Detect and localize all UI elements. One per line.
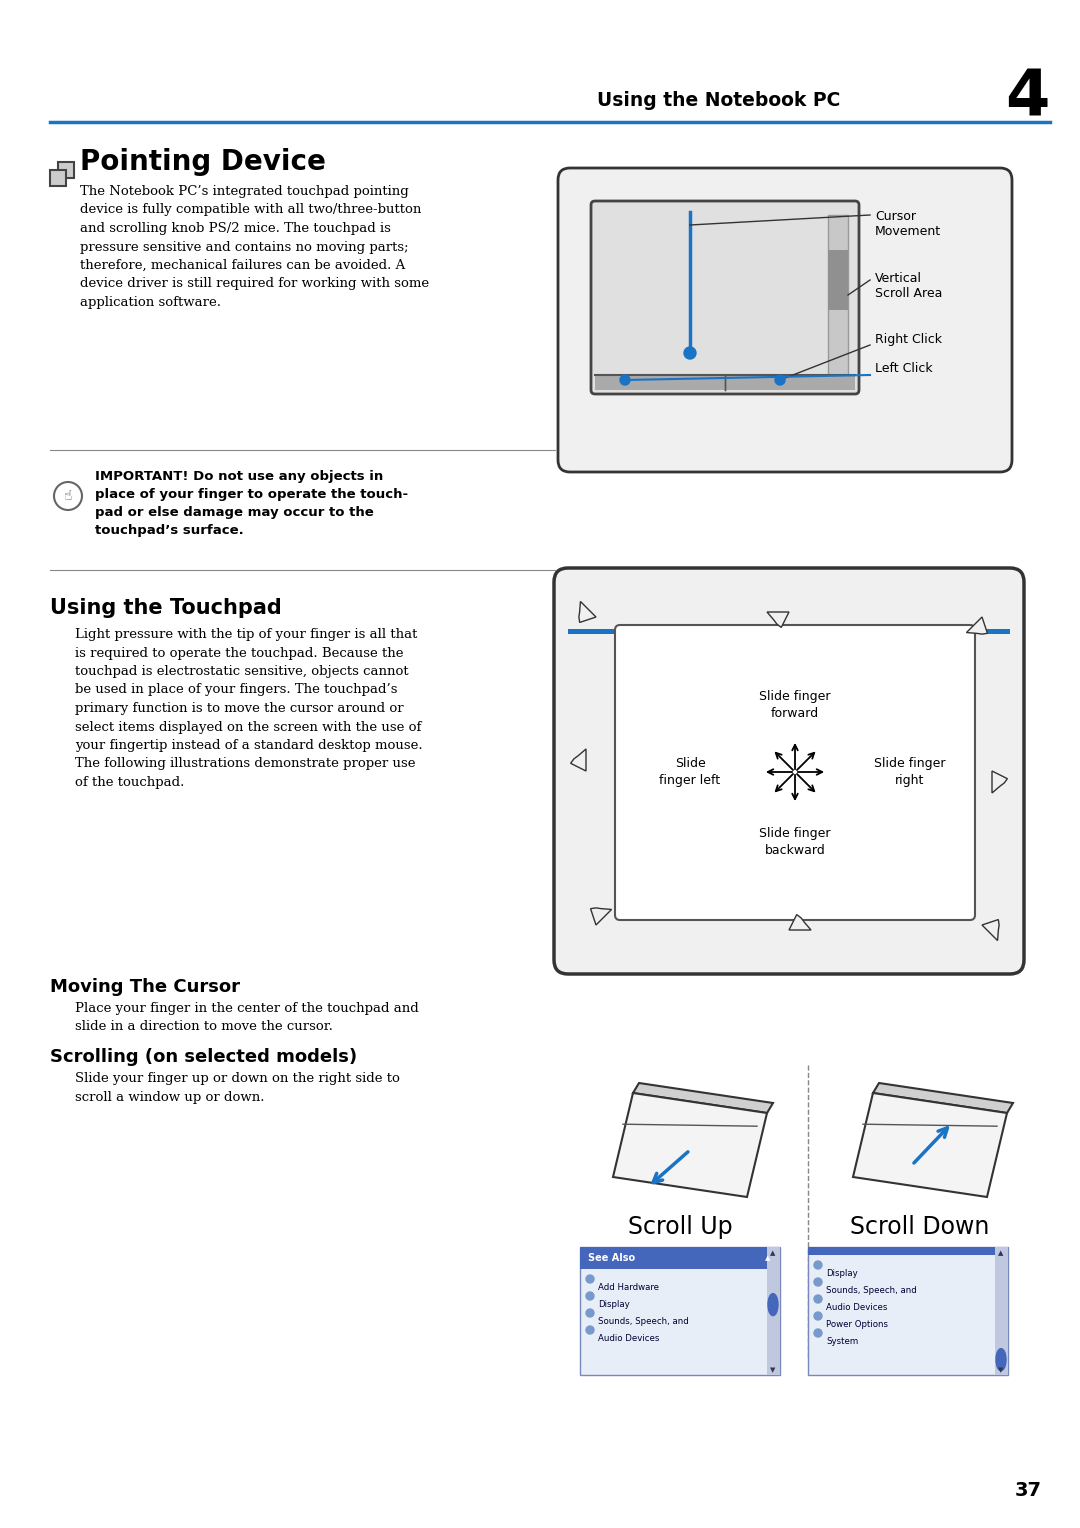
Bar [828,251,848,310]
Bar [568,630,1010,634]
Text: Light pressure with the tip of your finger is all that
is required to operate th: Light pressure with the tip of your fing… [75,628,422,788]
Text: ▼: ▼ [770,1368,775,1374]
Circle shape [814,1261,822,1268]
Text: ▲: ▲ [998,1250,1003,1256]
Text: Cursor
Movement: Cursor Movement [875,209,941,238]
FancyBboxPatch shape [615,625,975,920]
Text: Vertical
Scroll Area: Vertical Scroll Area [875,272,943,299]
Polygon shape [633,1083,773,1112]
Bar [580,1247,780,1268]
Polygon shape [613,1093,767,1196]
Circle shape [814,1313,822,1320]
Text: IMPORTANT! Do not use any objects in
place of your finger to operate the touch-
: IMPORTANT! Do not use any objects in pla… [95,471,408,536]
Text: 37: 37 [1015,1481,1042,1499]
Text: Audio Devices: Audio Devices [826,1303,888,1313]
Circle shape [586,1274,594,1284]
Polygon shape [982,920,999,941]
Text: Slide finger
forward: Slide finger forward [759,691,831,720]
Text: Moving The Cursor: Moving The Cursor [50,978,240,996]
Text: The Notebook PC’s integrated touchpad pointing
device is fully compatible with a: The Notebook PC’s integrated touchpad po… [80,185,429,309]
Bar [767,1247,780,1375]
Polygon shape [967,617,987,634]
Polygon shape [591,908,611,924]
Ellipse shape [768,1294,778,1316]
Text: Scrolling (on selected models): Scrolling (on selected models) [50,1048,357,1067]
Text: Display: Display [826,1268,858,1277]
Circle shape [814,1329,822,1337]
Circle shape [620,374,630,385]
Circle shape [54,481,82,510]
Text: Scroll Up: Scroll Up [627,1215,732,1239]
Text: Slide finger
right: Slide finger right [874,756,946,787]
Bar [50,170,66,186]
Polygon shape [873,1083,1013,1112]
Text: Using the Notebook PC: Using the Notebook PC [596,90,840,110]
Polygon shape [579,602,596,622]
Text: Sounds, Speech, and: Sounds, Speech, and [598,1317,689,1326]
Text: Power Options: Power Options [826,1320,888,1329]
FancyBboxPatch shape [558,168,1012,472]
Bar [808,1247,1008,1375]
Text: Sounds, Speech, and: Sounds, Speech, and [826,1287,917,1296]
Text: Scroll Down: Scroll Down [850,1215,989,1239]
Text: Slide finger
backward: Slide finger backward [759,827,831,857]
Circle shape [586,1293,594,1300]
Bar [828,215,848,374]
Circle shape [814,1296,822,1303]
Text: Using the Touchpad: Using the Touchpad [50,597,282,617]
Bar [808,1247,1008,1254]
Text: See Also: See Also [588,1253,635,1264]
FancyBboxPatch shape [554,568,1024,973]
Bar [58,162,75,177]
Text: ▼: ▼ [998,1368,1003,1374]
Text: Left Click: Left Click [875,362,933,374]
Polygon shape [767,613,789,628]
Polygon shape [853,1093,1007,1196]
Circle shape [586,1326,594,1334]
Bar [580,1247,780,1375]
Circle shape [814,1277,822,1287]
Bar [995,1247,1008,1375]
Text: Slide
finger left: Slide finger left [660,756,720,787]
Text: Slide your finger up or down on the right side to
scroll a window up or down.: Slide your finger up or down on the righ… [75,1073,400,1103]
Text: ☝: ☝ [64,489,72,503]
Text: System: System [826,1337,859,1346]
Polygon shape [789,915,811,931]
Polygon shape [570,749,586,772]
Circle shape [586,1309,594,1317]
Text: 4: 4 [1005,67,1050,128]
Circle shape [684,347,696,359]
Ellipse shape [996,1349,1005,1371]
Text: ▲: ▲ [766,1254,771,1261]
Text: Pointing Device: Pointing Device [80,148,326,176]
Text: Right Click: Right Click [875,333,942,347]
FancyBboxPatch shape [591,202,859,394]
Text: Display: Display [598,1300,630,1309]
Circle shape [775,374,785,385]
Text: ▲: ▲ [770,1250,775,1256]
Text: Add Hardware: Add Hardware [598,1284,659,1293]
Text: Audio Devices: Audio Devices [598,1334,660,1343]
Bar [595,376,855,390]
Polygon shape [993,772,1008,793]
Text: Place your finger in the center of the touchpad and
slide in a direction to move: Place your finger in the center of the t… [75,1002,419,1033]
